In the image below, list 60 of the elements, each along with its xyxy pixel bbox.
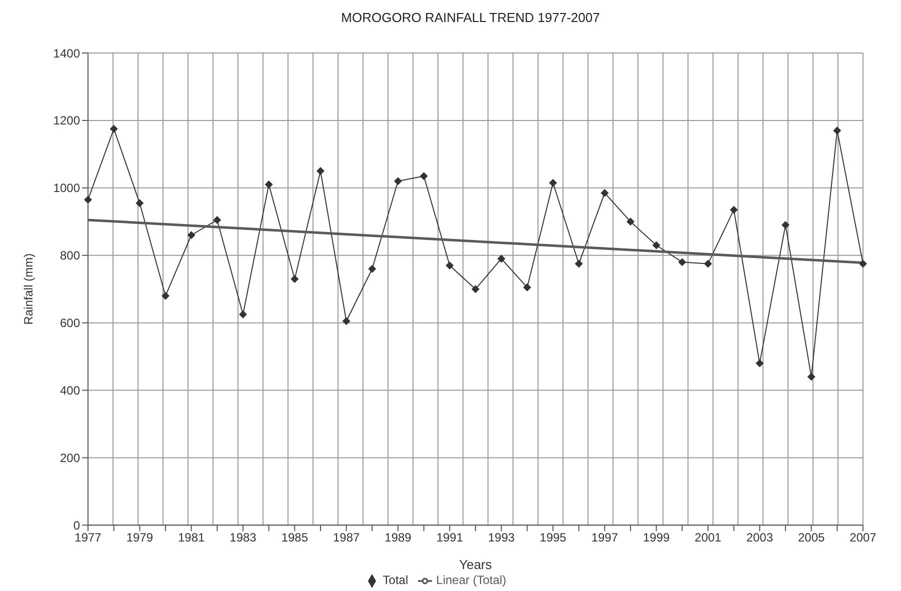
x-tick-label: 1995 xyxy=(540,530,567,545)
point xyxy=(446,261,454,270)
point xyxy=(833,126,842,135)
x-tick-label: 1985 xyxy=(281,530,308,545)
point xyxy=(807,372,816,381)
x-tick-label: 1977 xyxy=(74,530,102,545)
legend-label: Total xyxy=(382,573,408,588)
x-tick-label: 1989 xyxy=(384,530,412,545)
point xyxy=(756,359,764,368)
point xyxy=(782,221,790,230)
x-tick-label: 1987 xyxy=(332,530,360,545)
point xyxy=(290,274,299,283)
y-axis-title: Rainfall (mm) xyxy=(21,253,36,325)
point xyxy=(704,260,712,268)
x-tick-label: 1983 xyxy=(230,530,257,545)
point xyxy=(678,258,686,266)
x-tick-label: 1993 xyxy=(488,530,516,545)
chart-title: MOROGORO RAINFALL TREND 1977-2007 xyxy=(340,10,601,25)
y-tick-label: 1200 xyxy=(53,114,80,128)
y-tick-label: 0 xyxy=(73,518,80,532)
point xyxy=(187,231,196,240)
point xyxy=(162,292,170,300)
x-tick-label: 1997 xyxy=(591,530,618,545)
legend-label: Linear (Total) xyxy=(436,573,506,588)
x-tick-label: 2005 xyxy=(798,530,826,545)
point xyxy=(316,167,324,176)
y-tick-label: 1000 xyxy=(53,181,80,196)
x-tick-label: 1981 xyxy=(178,530,206,545)
x-tick-label: 1979 xyxy=(126,530,154,545)
point xyxy=(549,178,557,187)
y-tick-label: 200 xyxy=(60,450,80,465)
point xyxy=(472,285,480,294)
point xyxy=(574,260,583,268)
point xyxy=(523,283,532,292)
x-tick-label: 2007 xyxy=(850,530,877,545)
x-tick-label: 2001 xyxy=(694,530,722,545)
x-tick-label: 1991 xyxy=(436,530,464,545)
point xyxy=(420,172,428,180)
point xyxy=(213,216,222,224)
y-tick-label: 1400 xyxy=(53,46,80,60)
point xyxy=(110,124,118,133)
point xyxy=(368,264,376,273)
y-tick-label: 400 xyxy=(60,384,80,398)
x-tick-label: 2003 xyxy=(746,530,774,545)
point xyxy=(342,317,350,326)
y-tick-label: 800 xyxy=(60,248,80,263)
point xyxy=(859,260,867,268)
point xyxy=(136,199,144,208)
point xyxy=(394,177,402,186)
x-tick-label: 1999 xyxy=(642,530,670,545)
point xyxy=(600,188,609,197)
point xyxy=(730,206,738,214)
y-tick-label: 600 xyxy=(60,316,80,330)
point xyxy=(497,254,506,263)
point xyxy=(652,241,660,250)
point xyxy=(626,218,634,226)
x-axis-title: Years xyxy=(459,557,492,572)
point xyxy=(239,310,247,318)
point xyxy=(264,180,273,189)
point xyxy=(84,196,92,204)
